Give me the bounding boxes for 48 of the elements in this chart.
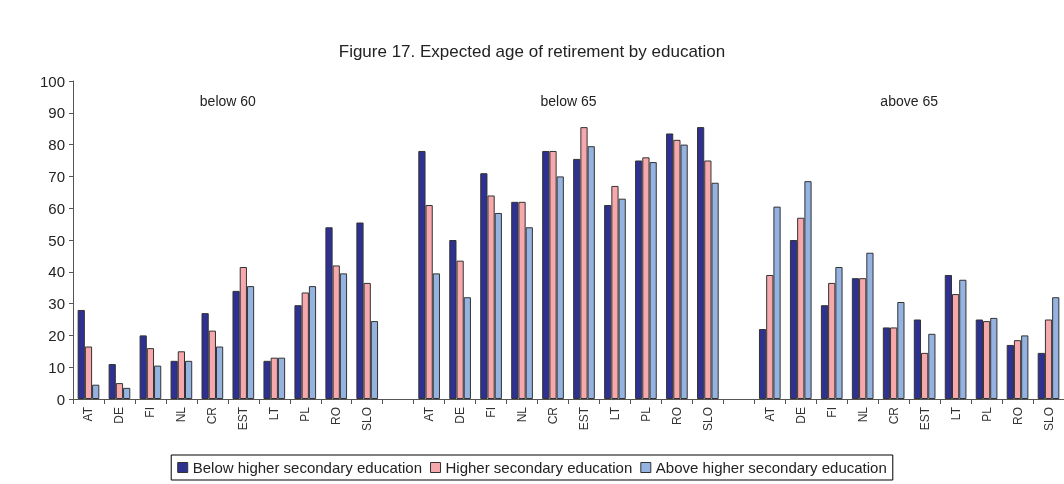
x-tick-label: EST [917,406,932,431]
x-tick-label: RO [1010,407,1025,425]
y-tick-label: 10 [48,358,65,376]
x-tick-label: SLO [360,407,375,432]
y-tick-label: 80 [48,136,65,154]
x-tick-label: DE [793,407,808,424]
x-tick-label: NL [855,406,870,423]
x-tick-label: AT [762,406,777,422]
y-tick-label: 90 [48,104,65,122]
x-tick-label: FI [143,407,158,418]
x-tick-label: SLO [1041,407,1056,432]
x-tick-label: SLO [700,407,715,432]
annotation: below 60 [199,93,257,109]
y-tick-label: 30 [48,295,65,313]
y-tick-label: 50 [48,231,65,249]
legend-label: Higher secondary education [445,459,633,476]
x-tick-label: RO [669,407,684,425]
x-tick-label: DE [112,407,127,424]
x-tick-label: CR [205,406,220,425]
y-tick-label: 70 [48,167,65,185]
x-tick-label: CR [886,406,901,425]
y-tick-label: 0 [56,390,65,408]
chart-title: Figure 17. Expected age of retirement by education [338,42,726,61]
x-tick-label: EST [236,406,251,431]
y-tick-label: 60 [48,199,65,217]
x-tick-label: PL [979,406,994,422]
x-tick-label: NL [174,406,189,423]
y-tick-label: 20 [48,326,65,344]
x-tick-label: LT [267,406,282,421]
x-tick-label: LT [948,406,963,421]
y-tick-label: 100 [39,72,65,90]
x-tick-label: AT [422,406,437,422]
x-tick-label: PL [298,406,313,422]
x-tick-label: AT [81,406,96,422]
x-tick-label: EST [576,406,591,431]
annotation: above 65 [880,93,939,109]
x-tick-label: DE [453,407,468,424]
x-tick-label: LT [607,406,622,421]
x-tick-label: NL [515,406,530,423]
x-tick-label: PL [638,406,653,422]
x-tick-label: CR [546,406,561,425]
y-tick-label: 40 [48,263,65,281]
x-tick-label: RO [329,407,344,425]
x-tick-label: FI [484,407,499,418]
legend-label: Below higher secondary education [192,459,423,476]
annotation: below 65 [540,93,597,109]
legend-label: Above higher secondary education [655,459,887,476]
x-tick-label: FI [824,407,839,418]
